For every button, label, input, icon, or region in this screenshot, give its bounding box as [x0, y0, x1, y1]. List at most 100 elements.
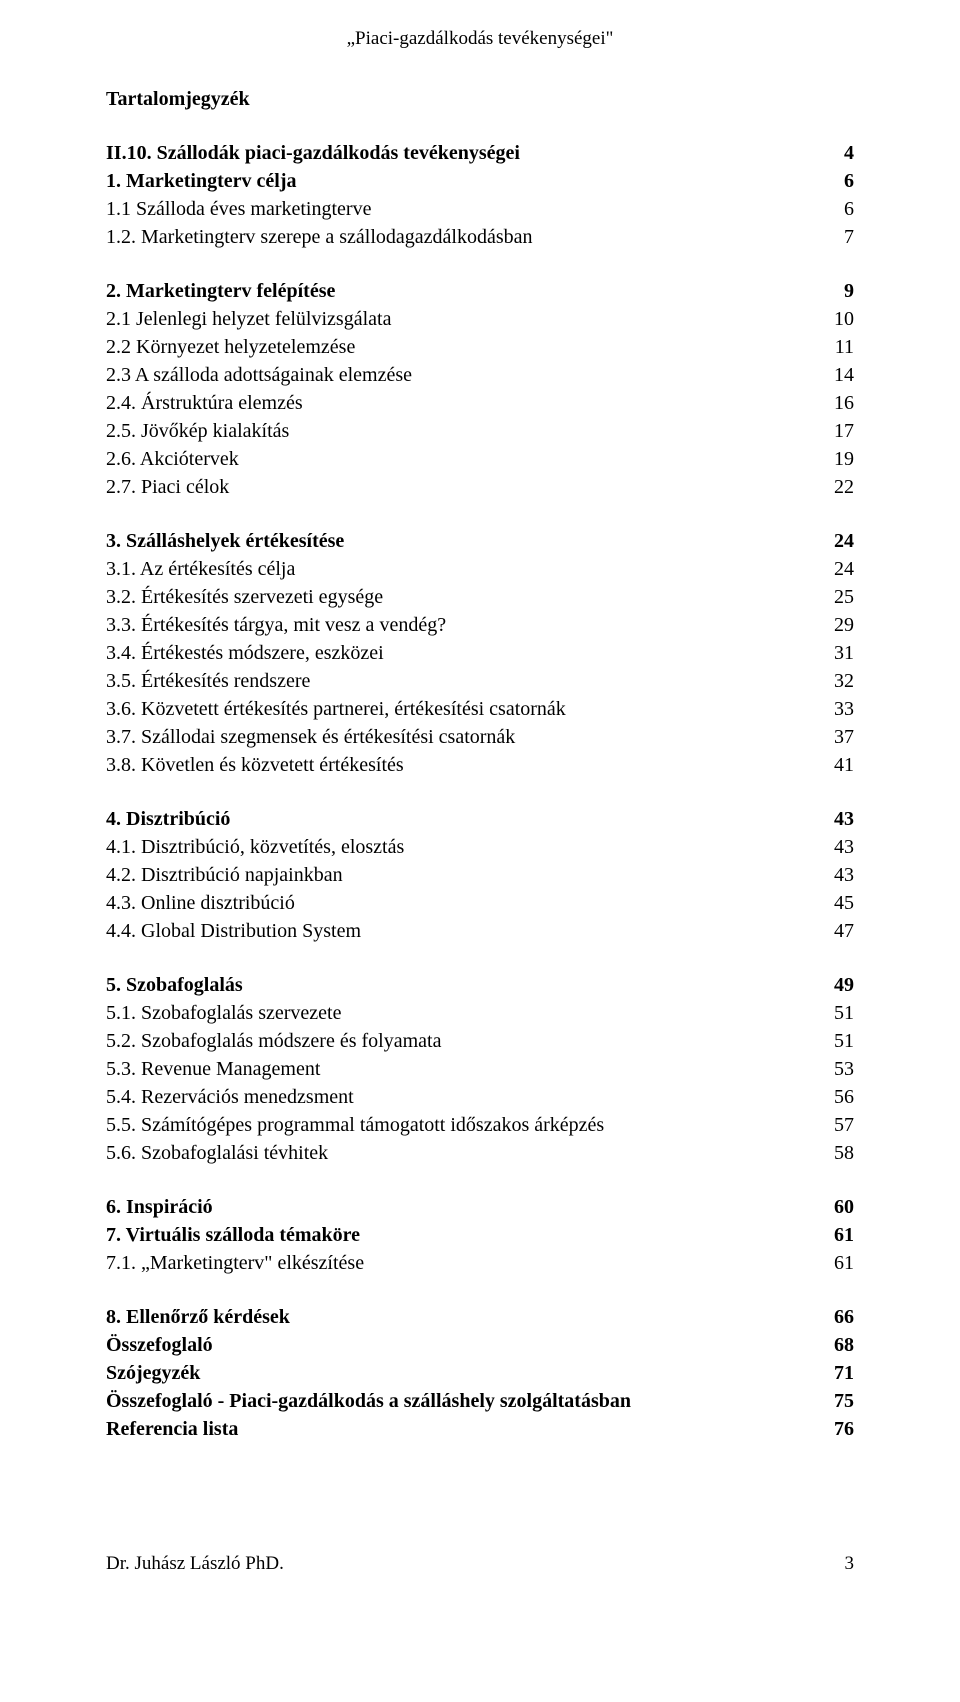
section-gap — [106, 779, 854, 805]
toc-row: 2.5. Jövőkép kialakítás17 — [106, 417, 854, 445]
section-gap — [106, 1167, 854, 1193]
toc-row: 4.4. Global Distribution System47 — [106, 917, 854, 945]
toc-row: Szójegyzék71 — [106, 1359, 854, 1387]
document-page: „Piaci-gazdálkodás tevékenységei" Tartal… — [0, 0, 960, 1615]
toc-row: 4. Disztribúció43 — [106, 805, 854, 833]
toc-entry-label: 5.3. Revenue Management — [106, 1055, 814, 1083]
toc-row: Összefoglaló68 — [106, 1331, 854, 1359]
section-gap — [106, 251, 854, 277]
toc-entry-label: 2.1 Jelenlegi helyzet felülvizsgálata — [106, 305, 814, 333]
toc-entry-page: 24 — [814, 527, 854, 555]
toc-entry-label: 3.6. Közvetett értékesítés partnerei, ér… — [106, 695, 814, 723]
toc-row: 3.1. Az értékesítés célja24 — [106, 555, 854, 583]
toc-row: 6. Inspiráció60 — [106, 1193, 854, 1221]
toc-entry-label: 3.5. Értékesítés rendszere — [106, 667, 814, 695]
footer-page-number: 3 — [845, 1553, 855, 1575]
toc-entry-page: 22 — [814, 473, 854, 501]
toc-entry-page: 4 — [814, 139, 854, 167]
toc-entry-page: 31 — [814, 639, 854, 667]
toc-row: 7. Virtuális szálloda témaköre61 — [106, 1221, 854, 1249]
toc-row: 5.2. Szobafoglalás módszere és folyamata… — [106, 1027, 854, 1055]
toc-entry-page: 25 — [814, 583, 854, 611]
toc-entry-label: 4.2. Disztribúció napjainkban — [106, 861, 814, 889]
toc-row: 4.1. Disztribúció, közvetítés, elosztás4… — [106, 833, 854, 861]
toc-entry-page: 45 — [814, 889, 854, 917]
toc-entry-page: 32 — [814, 667, 854, 695]
toc-body: II.10. Szállodák piaci-gazdálkodás tevék… — [106, 139, 854, 1443]
toc-row: 3.4. Értékestés módszere, eszközei31 — [106, 639, 854, 667]
toc-entry-label: 2.2 Környezet helyzetelemzése — [106, 333, 814, 361]
toc-entry-page: 61 — [814, 1249, 854, 1277]
toc-entry-label: 3.3. Értékesítés tárgya, mit vesz a vend… — [106, 611, 814, 639]
toc-entry-label: II.10. Szállodák piaci-gazdálkodás tevék… — [106, 139, 814, 167]
toc-entry-label: 5.1. Szobafoglalás szervezete — [106, 999, 814, 1027]
toc-row: 5.1. Szobafoglalás szervezete51 — [106, 999, 854, 1027]
section-gap — [106, 501, 854, 527]
toc-row: 2.1 Jelenlegi helyzet felülvizsgálata10 — [106, 305, 854, 333]
toc-entry-label: 7.1. „Marketingterv" elkészítése — [106, 1249, 814, 1277]
toc-entry-page: 43 — [814, 805, 854, 833]
toc-entry-page: 57 — [814, 1111, 854, 1139]
toc-row: 2.2 Környezet helyzetelemzése11 — [106, 333, 854, 361]
toc-entry-page: 24 — [814, 555, 854, 583]
toc-entry-label: 3.2. Értékesítés szervezeti egysége — [106, 583, 814, 611]
section-gap — [106, 1277, 854, 1303]
toc-entry-label: 1.2. Marketingterv szerepe a szállodagaz… — [106, 223, 814, 251]
page-footer: Dr. Juhász László PhD. 3 — [106, 1553, 854, 1575]
toc-entry-label: 4.1. Disztribúció, közvetítés, elosztás — [106, 833, 814, 861]
toc-entry-page: 49 — [814, 971, 854, 999]
toc-row: Összefoglaló - Piaci-gazdálkodás a száll… — [106, 1387, 854, 1415]
toc-entry-page: 66 — [814, 1303, 854, 1331]
toc-entry-label: 2.6. Akciótervek — [106, 445, 814, 473]
toc-entry-label: 5.2. Szobafoglalás módszere és folyamata — [106, 1027, 814, 1055]
toc-entry-label: Referencia lista — [106, 1415, 814, 1443]
toc-entry-label: 4.4. Global Distribution System — [106, 917, 814, 945]
toc-heading: Tartalomjegyzék — [106, 88, 854, 111]
section-gap — [106, 945, 854, 971]
toc-entry-page: 71 — [814, 1359, 854, 1387]
toc-entry-page: 51 — [814, 1027, 854, 1055]
toc-row: 2. Marketingterv felépítése9 — [106, 277, 854, 305]
toc-entry-label: 8. Ellenőrző kérdések — [106, 1303, 814, 1331]
toc-row: 3.3. Értékesítés tárgya, mit vesz a vend… — [106, 611, 854, 639]
toc-row: 5.4. Rezervációs menedzsment56 — [106, 1083, 854, 1111]
toc-entry-page: 60 — [814, 1193, 854, 1221]
toc-entry-page: 33 — [814, 695, 854, 723]
toc-entry-page: 51 — [814, 999, 854, 1027]
toc-entry-page: 16 — [814, 389, 854, 417]
toc-row: 3.7. Szállodai szegmensek és értékesítés… — [106, 723, 854, 751]
toc-entry-label: 2.5. Jövőkép kialakítás — [106, 417, 814, 445]
toc-entry-page: 68 — [814, 1331, 854, 1359]
toc-entry-page: 6 — [814, 195, 854, 223]
toc-entry-label: Összefoglaló — [106, 1331, 814, 1359]
toc-entry-page: 29 — [814, 611, 854, 639]
toc-row: 7.1. „Marketingterv" elkészítése61 — [106, 1249, 854, 1277]
toc-entry-page: 76 — [814, 1415, 854, 1443]
toc-entry-label: 6. Inspiráció — [106, 1193, 814, 1221]
toc-row: 2.6. Akciótervek19 — [106, 445, 854, 473]
toc-entry-label: 2. Marketingterv felépítése — [106, 277, 814, 305]
toc-row: 4.2. Disztribúció napjainkban43 — [106, 861, 854, 889]
toc-entry-page: 58 — [814, 1139, 854, 1167]
toc-entry-page: 6 — [814, 167, 854, 195]
header-title: „Piaci-gazdálkodás tevékenységei" — [106, 28, 854, 50]
toc-entry-page: 10 — [814, 305, 854, 333]
toc-entry-label: 2.3 A szálloda adottságainak elemzése — [106, 361, 814, 389]
toc-row: 2.7. Piaci célok22 — [106, 473, 854, 501]
toc-entry-label: 3.7. Szállodai szegmensek és értékesítés… — [106, 723, 814, 751]
toc-entry-label: 3.8. Követlen és közvetett értékesítés — [106, 751, 814, 779]
toc-entry-page: 19 — [814, 445, 854, 473]
toc-row: 4.3. Online disztribúció45 — [106, 889, 854, 917]
toc-entry-label: 2.7. Piaci célok — [106, 473, 814, 501]
toc-entry-page: 9 — [814, 277, 854, 305]
toc-entry-label: 5.6. Szobafoglalási tévhitek — [106, 1139, 814, 1167]
toc-entry-page: 56 — [814, 1083, 854, 1111]
toc-row: 5. Szobafoglalás49 — [106, 971, 854, 999]
toc-entry-label: Szójegyzék — [106, 1359, 814, 1387]
toc-entry-label: 2.4. Árstruktúra elemzés — [106, 389, 814, 417]
toc-entry-page: 47 — [814, 917, 854, 945]
toc-entry-label: 4.3. Online disztribúció — [106, 889, 814, 917]
toc-row: 1. Marketingterv célja6 — [106, 167, 854, 195]
toc-entry-label: 3. Szálláshelyek értékesítése — [106, 527, 814, 555]
toc-row: 3.8. Követlen és közvetett értékesítés41 — [106, 751, 854, 779]
